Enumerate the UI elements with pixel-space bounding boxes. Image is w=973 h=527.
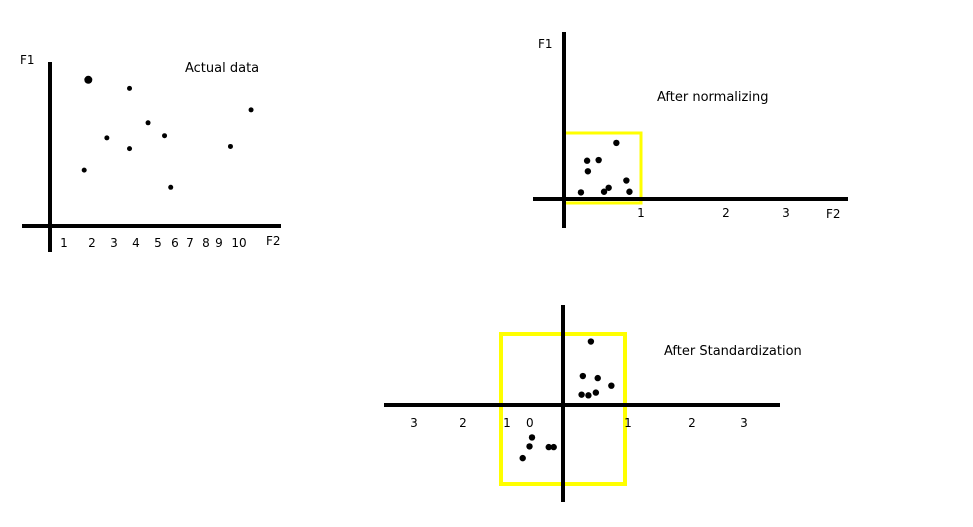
normalized-data-point <box>623 177 630 184</box>
actual-x-tick-label: 6 <box>171 236 179 250</box>
standardized-x-tick-label-negative: 2 <box>459 416 467 430</box>
standardized-data-point <box>578 391 585 398</box>
panel-actual-data: F1 F2 Actual data 1 2 3 4 5 6 7 8 9 10 <box>20 53 281 252</box>
panel-after-standardization: After Standardization 0 3 2 1 1 2 3 <box>384 305 802 502</box>
normalized-data-point <box>584 168 592 175</box>
standardized-x-tick-label-positive: 3 <box>740 416 748 430</box>
standardized-data-point <box>594 374 601 382</box>
actual-x-tick-label: 1 <box>60 236 68 250</box>
normalized-x-tick-label: 1 <box>637 206 645 220</box>
actual-title: Actual data <box>185 61 259 76</box>
standardized-data-point <box>585 392 592 399</box>
actual-data-point <box>162 133 168 139</box>
standardized-x-tick-label-positive: 1 <box>624 416 632 430</box>
normalized-data-point <box>583 157 591 164</box>
normalized-x-tick-label: 2 <box>722 206 730 220</box>
standardized-title: After Standardization <box>664 344 802 359</box>
standardized-x-tick-label-positive: 2 <box>688 416 696 430</box>
actual-x-axis-label: F2 <box>266 234 281 248</box>
actual-points <box>81 75 254 190</box>
standardized-data-point <box>592 389 600 396</box>
standardized-data-point <box>587 338 595 345</box>
actual-data-point <box>127 85 133 91</box>
normalized-x-axis-label: F2 <box>826 207 841 221</box>
standardized-data-point <box>550 443 557 451</box>
normalized-data-point <box>600 188 608 195</box>
normalized-data-point <box>626 188 633 195</box>
actual-x-tick-label: 5 <box>154 236 162 250</box>
normalized-data-point <box>577 189 585 196</box>
standardized-zero-label: 0 <box>526 416 534 430</box>
actual-x-tick-label: 2 <box>88 236 96 250</box>
normalized-y-axis-label: F1 <box>538 37 553 51</box>
actual-data-point <box>81 167 87 173</box>
actual-x-ticks: 1 2 3 4 5 6 7 8 9 10 <box>60 236 246 250</box>
normalized-data-point <box>595 156 602 164</box>
actual-x-tick-label: 8 <box>202 236 210 250</box>
actual-data-point <box>168 184 174 190</box>
actual-data-point <box>227 143 233 149</box>
standardized-x-tick-label-negative: 3 <box>410 416 418 430</box>
actual-y-axis-label: F1 <box>20 53 35 67</box>
standardized-data-point <box>528 434 536 441</box>
standardized-data-point <box>608 382 615 389</box>
actual-data-point <box>248 107 254 113</box>
standardized-x-ticks: 3 2 1 1 2 3 <box>410 416 748 430</box>
panel-after-normalizing: F1 F2 After normalizing 1 2 3 <box>533 32 848 228</box>
actual-x-tick-label: 3 <box>110 236 118 250</box>
normalized-title: After normalizing <box>657 90 768 105</box>
normalized-data-point <box>605 184 612 191</box>
normalized-data-point <box>613 139 620 147</box>
standardized-points <box>519 338 615 462</box>
normalized-points <box>577 139 633 196</box>
standardized-data-point <box>519 454 526 462</box>
actual-data-point <box>104 135 110 141</box>
standardized-data-point <box>526 443 533 450</box>
actual-data-point <box>145 120 151 126</box>
normalized-x-tick-label: 3 <box>782 206 790 220</box>
actual-x-tick-label: 9 <box>215 236 223 250</box>
standardized-x-tick-label-negative: 1 <box>503 416 511 430</box>
actual-data-point <box>84 75 93 84</box>
normalized-x-ticks: 1 2 3 <box>637 206 790 220</box>
actual-x-tick-label: 7 <box>186 236 194 250</box>
standardized-data-point <box>545 443 552 451</box>
actual-x-tick-label: 10 <box>231 236 246 250</box>
actual-x-tick-label: 4 <box>132 236 140 250</box>
actual-data-point <box>127 146 133 152</box>
standardized-data-point <box>579 372 587 380</box>
